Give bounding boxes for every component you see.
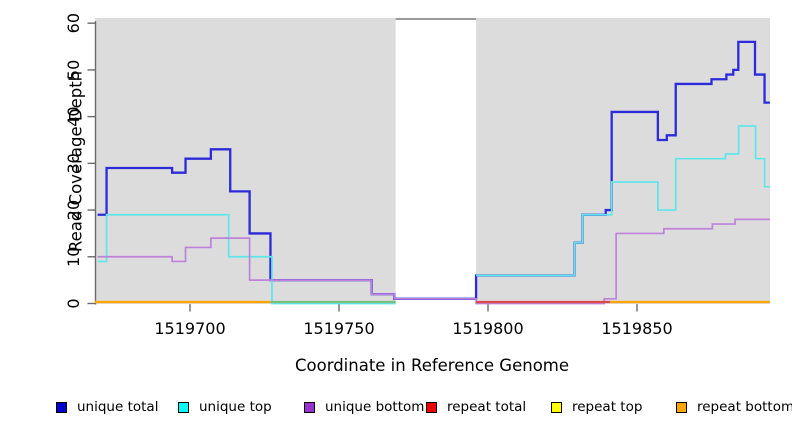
legend-swatch <box>56 401 67 413</box>
legend-item-unique-bottom: unique bottom <box>304 399 424 415</box>
masked-region <box>395 18 477 304</box>
legend-swatch <box>551 401 562 413</box>
series-unique-top <box>476 125 770 277</box>
legend-label: repeat top <box>572 399 643 415</box>
y-axis-title: Read Coverage Depth <box>66 70 86 253</box>
legend: unique total unique top unique bottom repea… <box>0 399 792 425</box>
legend-swatch <box>304 401 315 413</box>
legend-item-repeat-bottom: repeat bottom <box>676 399 792 415</box>
x-tick-label: 1519800 <box>452 319 523 338</box>
legend-label: unique bottom <box>325 399 425 415</box>
legend-label: unique top <box>199 399 272 415</box>
legend-item-unique-top: unique top <box>178 399 272 415</box>
legend-item-unique-total: unique total <box>56 399 158 415</box>
x-axis-title: Coordinate in Reference Genome <box>294 356 570 375</box>
x-tick-label: 1519750 <box>303 319 374 338</box>
series-unique-bottom <box>97 218 770 305</box>
y-tick-label: 10 <box>64 247 83 267</box>
legend-swatch <box>178 401 189 413</box>
legend-item-repeat-top: repeat top <box>551 399 642 415</box>
x-tick-label: 1519850 <box>601 319 672 338</box>
y-tick-label: 50 <box>64 60 83 80</box>
y-tick-label: 60 <box>64 13 83 33</box>
legend-label: repeat bottom <box>697 399 792 415</box>
legend-item-repeat-total: repeat total <box>426 399 526 415</box>
legend-label: unique total <box>77 399 159 415</box>
x-tick-label: 1519700 <box>154 319 225 338</box>
y-tick-label: 20 <box>64 200 83 220</box>
y-tick-label: 40 <box>64 106 83 126</box>
y-tick-label: 0 <box>64 298 83 308</box>
series-unique-top <box>97 213 396 305</box>
y-tick-label: 30 <box>64 153 83 173</box>
legend-swatch <box>676 401 687 413</box>
legend-label: repeat total <box>447 399 527 415</box>
legend-swatch <box>426 401 437 413</box>
